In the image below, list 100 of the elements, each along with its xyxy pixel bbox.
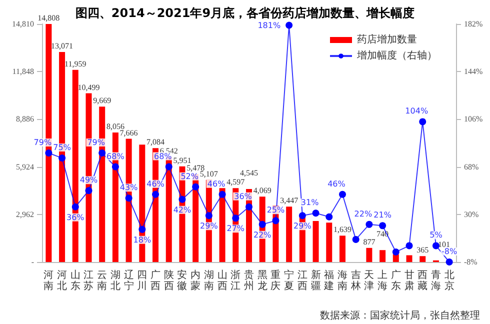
data-label: 13,071: [51, 41, 74, 50]
data-label: 29%: [200, 222, 218, 231]
y2-tick-label: -8%: [464, 258, 478, 266]
bar: [286, 206, 292, 262]
data-label: 36%: [234, 192, 252, 201]
x-tick-label: 海南: [337, 269, 348, 292]
data-label: 31%: [300, 198, 320, 208]
x-tick-label: 福建: [323, 269, 334, 292]
data-label: 52%: [180, 172, 199, 181]
data-label: 104%: [405, 106, 428, 116]
x-tick-label: 河北: [57, 269, 68, 292]
bar: [420, 256, 426, 262]
x-tick-label: 宁夏: [284, 269, 294, 292]
data-label: 18%: [133, 235, 152, 244]
data-label: 75%: [53, 143, 72, 152]
data-label: 5,951: [173, 156, 192, 165]
point: [446, 258, 453, 266]
x-tick-label: 青海: [430, 269, 441, 292]
y-tick-label: 14,810: [12, 20, 34, 28]
y-tick-label: 2,962: [16, 210, 34, 219]
bar: [312, 221, 319, 262]
point: [366, 220, 373, 228]
x-tick-label: 江苏: [84, 269, 94, 292]
point: [152, 190, 160, 198]
data-label: 36%: [66, 212, 85, 222]
y-tick-label: -: [31, 258, 34, 266]
data-label: 14,808: [38, 14, 60, 23]
point: [98, 150, 106, 157]
data-label: 42%: [173, 205, 192, 214]
y-tick-label: 5,924: [16, 162, 34, 172]
point: [192, 183, 200, 190]
x-tick-label: 云南: [97, 270, 108, 292]
x-tick-label: 内蒙: [190, 269, 201, 292]
x-tick-label: 浙江: [230, 269, 241, 292]
bar: [339, 236, 346, 262]
x-tick-label: 北京: [444, 269, 454, 292]
point: [178, 196, 186, 203]
data-label: 79%: [87, 138, 106, 148]
point: [58, 154, 66, 162]
data-label: 365: [416, 246, 429, 255]
x-tick-label: 新疆: [310, 269, 321, 292]
data-label: 877: [363, 237, 376, 246]
point: [45, 150, 52, 157]
point: [379, 222, 386, 230]
x-tick-label: 湖北: [110, 269, 120, 292]
point: [312, 210, 320, 217]
data-label: 22%: [253, 230, 272, 240]
data-label: 10,499: [78, 82, 100, 92]
data-label: 46%: [207, 179, 226, 188]
x-tick-label: 四川: [137, 270, 148, 292]
legend-label: 增加幅度（右轴）: [356, 50, 437, 62]
bar: [326, 222, 332, 262]
x-tick-label: 山西: [217, 269, 228, 292]
y-tick-label: 11,848: [12, 67, 34, 76]
point: [326, 213, 333, 220]
data-label: 49%: [80, 176, 98, 185]
data-label: 181%: [258, 20, 281, 30]
x-tick-label: 贵州: [244, 269, 254, 292]
data-label: 43%: [120, 183, 138, 192]
x-tick-label: 陕西: [164, 269, 174, 292]
point: [165, 163, 172, 170]
y2-tick-label: 144%: [464, 67, 483, 76]
y2-tick-label: 68%: [464, 162, 479, 172]
data-label: 27%: [226, 224, 245, 234]
data-label: 101: [438, 240, 450, 249]
point: [352, 236, 360, 243]
data-label: 6,542: [160, 146, 178, 156]
bar: [406, 255, 412, 262]
x-tick-label: 上海: [378, 269, 388, 292]
source-note: 数据来源：国家统计局，张自然整理: [320, 310, 480, 322]
point: [72, 203, 79, 210]
bar: [380, 250, 386, 262]
data-label: 46%: [328, 179, 346, 188]
x-tick-label: 湖南: [204, 269, 214, 292]
data-label: 4,545: [240, 168, 258, 178]
x-tick-label: 吉林: [350, 269, 361, 292]
legend-label: 药店增加数量: [357, 34, 417, 46]
x-tick-label: 辽宁: [124, 269, 134, 292]
x-tick-label: 安徽: [177, 269, 188, 292]
point: [138, 226, 146, 233]
data-label: 4,597: [226, 178, 245, 187]
x-tick-label: 重庆: [270, 269, 281, 292]
x-tick-label: 河南: [44, 269, 54, 292]
data-label: 79%: [34, 138, 52, 148]
data-label: 21%: [374, 210, 392, 220]
data-label: 4,069: [253, 186, 272, 196]
data-label: 46%: [146, 179, 165, 188]
point: [392, 248, 400, 256]
chart-title: 图四、2014～2021年9月底，各省份药店增加数量、增长幅度: [75, 6, 415, 20]
data-label: -8%: [442, 247, 458, 256]
point: [85, 187, 92, 194]
data-label: 5%: [430, 230, 443, 240]
x-tick-label: 黑龙: [257, 270, 268, 292]
data-label: 9,669: [93, 96, 112, 106]
point: [232, 214, 240, 222]
x-tick-label: 西藏: [418, 270, 428, 292]
y-tick-label: 8,886: [16, 114, 34, 124]
x-tick-label: 天津: [364, 270, 374, 292]
x-tick-label: 甘肃: [404, 269, 414, 292]
y2-tick-label: 182%: [464, 20, 483, 28]
